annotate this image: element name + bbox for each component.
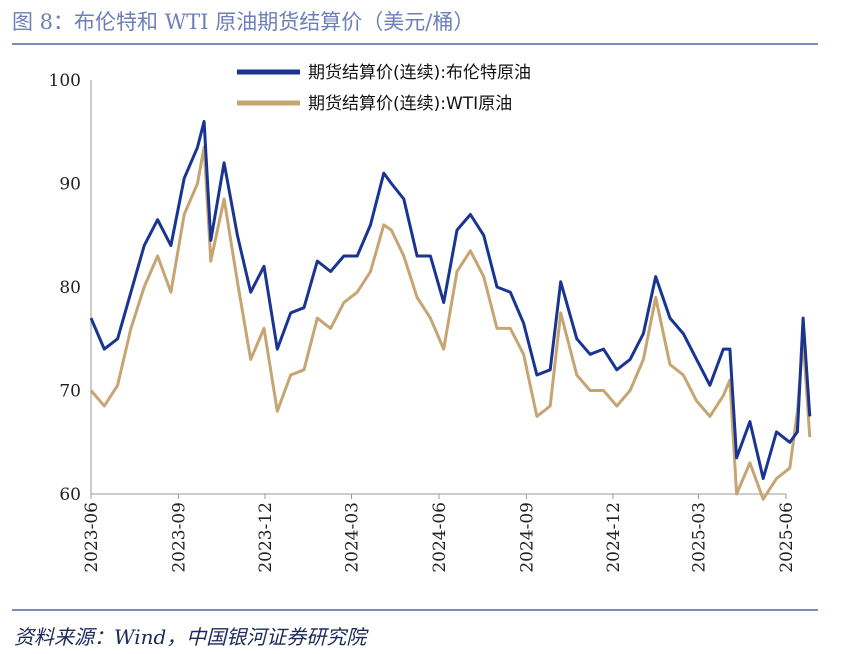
- x-tick-label: 2025-06: [777, 502, 797, 573]
- y-axis-ticks: 60 70 80 90 100: [49, 71, 81, 505]
- legend: 期货结算价(连续):布伦特原油 期货结算价(连续):WTI原油: [237, 63, 531, 114]
- x-tick-label: 2024-12: [604, 502, 624, 573]
- top-rule: [12, 43, 818, 45]
- x-tick-label: 2023-12: [256, 502, 276, 573]
- legend-label-wti: 期货结算价(连续):WTI原油: [308, 94, 512, 114]
- x-tick-label: 2024-09: [517, 502, 537, 573]
- y-tick-label: 70: [59, 382, 81, 402]
- figure-title: 图 8：布伦特和 WTI 原油期货结算价（美元/桶）: [12, 10, 475, 34]
- series-line-wti: [89, 145, 812, 501]
- legend-label-brent: 期货结算价(连续):布伦特原油: [308, 63, 531, 83]
- y-tick-label: 60: [59, 485, 81, 505]
- x-tick-label: 2024-06: [430, 502, 450, 573]
- y-tick-label: 100: [49, 71, 81, 91]
- x-tick-label: 2024-03: [343, 502, 363, 573]
- x-axis-ticks: 2023-06 2023-09 2023-12 2024-03 2024-06 2024-…: [82, 494, 797, 573]
- x-tick-label: 2025-03: [690, 502, 710, 573]
- series-lines: [89, 119, 812, 501]
- bottom-rule: [12, 609, 818, 611]
- x-tick-label: 2023-09: [169, 502, 189, 573]
- source-note: 资料来源：Wind，中国银河证券研究院: [14, 625, 367, 649]
- line-chart: 60 70 80 90 100 2023-06 2023-09 2023-12 2024-03…: [49, 63, 812, 573]
- series-line-brent: [89, 119, 812, 480]
- y-tick-label: 90: [59, 175, 81, 195]
- x-tick-label: 2023-06: [82, 502, 102, 573]
- y-tick-label: 80: [59, 278, 81, 298]
